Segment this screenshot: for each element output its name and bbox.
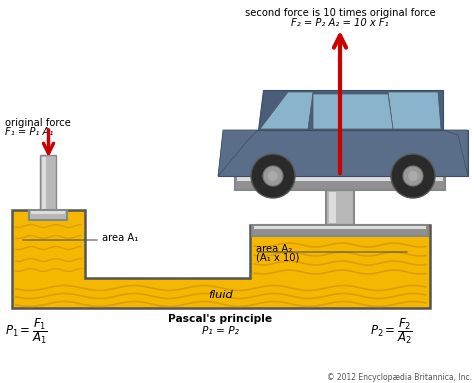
Text: (A₁ x 10): (A₁ x 10) (256, 253, 300, 263)
Text: original force: original force (5, 118, 71, 128)
Polygon shape (258, 90, 443, 130)
Text: F₂ = P₂ A₂ = 10 x F₁: F₂ = P₂ A₂ = 10 x F₁ (291, 18, 389, 28)
Bar (326, 190, 354, 225)
Text: F₁ = P₁ A₁: F₁ = P₁ A₁ (5, 127, 54, 137)
Bar (252, 225, 428, 236)
Text: area A₂: area A₂ (256, 244, 292, 254)
Text: $P_2 = \dfrac{F_2}{A_2}$: $P_2 = \dfrac{F_2}{A_2}$ (370, 316, 413, 346)
Polygon shape (443, 130, 468, 176)
Circle shape (408, 171, 418, 181)
Bar (43, 157, 46, 210)
Bar (235, 176, 445, 190)
Bar (329, 192, 336, 223)
Polygon shape (313, 94, 393, 129)
Text: © 2012 Encyclopædia Britannica, Inc.: © 2012 Encyclopædia Britannica, Inc. (327, 373, 472, 382)
Bar (29, 210, 67, 220)
Text: second force is 10 times original force: second force is 10 times original force (245, 8, 436, 18)
Circle shape (263, 166, 283, 186)
Circle shape (391, 154, 435, 198)
Bar (254, 226, 426, 229)
Polygon shape (12, 210, 430, 308)
Text: $P_1 = \dfrac{F_1}{A_1}$: $P_1 = \dfrac{F_1}{A_1}$ (5, 316, 48, 346)
Text: area A₁: area A₁ (102, 233, 138, 243)
Polygon shape (260, 92, 313, 129)
Circle shape (268, 171, 278, 181)
Bar (237, 177, 443, 181)
Polygon shape (388, 92, 441, 129)
Bar (40, 155, 56, 212)
Polygon shape (218, 130, 468, 176)
Text: Pascal's principle: Pascal's principle (168, 314, 272, 324)
Text: fluid: fluid (209, 290, 233, 300)
Circle shape (251, 154, 295, 198)
Bar (31, 211, 65, 214)
Text: P₁ = P₂: P₁ = P₂ (201, 326, 238, 336)
Polygon shape (218, 130, 258, 176)
Circle shape (403, 166, 423, 186)
